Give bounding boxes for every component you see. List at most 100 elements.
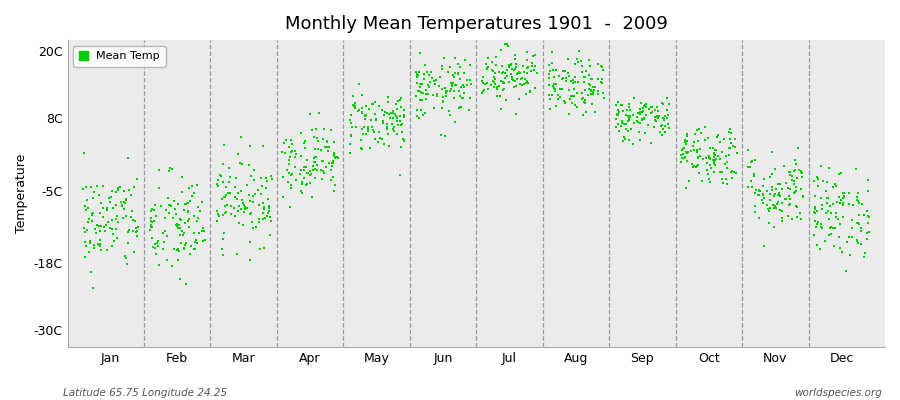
Point [584, 87, 598, 94]
Point [559, 75, 573, 81]
Point [597, 94, 611, 101]
Point [831, 216, 845, 222]
Point [616, 134, 631, 140]
Point [110, 213, 124, 219]
Point [578, 100, 592, 106]
Point [807, 209, 822, 216]
Point [216, 161, 230, 167]
Point [297, 164, 311, 170]
Point [112, 219, 126, 226]
Point [594, 63, 608, 69]
Point [168, 206, 183, 212]
Point [322, 160, 337, 167]
Point [106, 231, 121, 237]
Point [282, 161, 296, 168]
Point [644, 104, 658, 110]
Point [393, 118, 408, 124]
Point [685, 161, 699, 167]
Point [388, 111, 402, 118]
Point [515, 82, 529, 89]
Point [551, 92, 565, 98]
Point [814, 225, 829, 232]
Point [302, 168, 317, 174]
Point [217, 142, 231, 148]
Point [755, 197, 770, 203]
Point [184, 251, 198, 257]
Point [181, 216, 195, 222]
Point [81, 218, 95, 225]
Point [178, 240, 193, 246]
Point [320, 138, 334, 144]
Point [820, 200, 834, 206]
Point [806, 178, 821, 185]
Point [384, 121, 399, 127]
Point [478, 81, 492, 87]
Point [454, 84, 468, 90]
Point [749, 186, 763, 193]
Point [500, 73, 514, 80]
Point [722, 152, 736, 158]
Point [770, 198, 785, 205]
Point [391, 106, 405, 112]
Point [262, 208, 276, 215]
Point [713, 156, 727, 162]
Point [262, 205, 276, 211]
Point [409, 93, 423, 99]
Point [343, 116, 357, 123]
Point [767, 224, 781, 230]
Point [364, 117, 378, 124]
Point [573, 58, 588, 64]
Point [716, 149, 730, 155]
Point [218, 194, 232, 200]
Point [608, 116, 623, 122]
Point [482, 55, 496, 61]
Point [355, 126, 369, 132]
Point [837, 192, 851, 199]
Point [369, 116, 383, 123]
Point [410, 113, 424, 120]
Point [82, 240, 96, 246]
Point [633, 106, 647, 112]
Point [756, 183, 770, 190]
Point [238, 209, 252, 215]
Point [762, 220, 777, 226]
Point [130, 176, 144, 182]
Point [147, 217, 161, 224]
Point [496, 80, 510, 87]
Point [794, 169, 808, 176]
Point [358, 112, 373, 119]
Point [412, 114, 427, 121]
Point [706, 151, 721, 158]
Point [321, 148, 336, 154]
Point [509, 75, 524, 82]
Point [708, 152, 723, 158]
Point [595, 64, 609, 70]
Point [707, 150, 722, 156]
Point [294, 190, 309, 196]
Point [262, 203, 276, 209]
Point [633, 109, 647, 116]
Point [622, 137, 636, 143]
Point [378, 109, 392, 115]
Point [95, 214, 110, 220]
Point [317, 170, 331, 176]
Point [100, 205, 114, 211]
Point [656, 117, 670, 124]
Point [122, 240, 136, 246]
Point [860, 236, 875, 242]
Point [298, 144, 312, 151]
Point [433, 74, 447, 80]
Point [256, 245, 271, 251]
Point [228, 184, 242, 191]
Point [595, 67, 609, 74]
Point [418, 62, 433, 68]
Point [421, 72, 436, 78]
Point [835, 214, 850, 220]
Point [452, 105, 466, 112]
Point [477, 87, 491, 93]
Point [519, 80, 534, 87]
Point [420, 68, 435, 75]
Point [623, 114, 637, 120]
Point [145, 206, 159, 212]
Point [767, 193, 781, 200]
